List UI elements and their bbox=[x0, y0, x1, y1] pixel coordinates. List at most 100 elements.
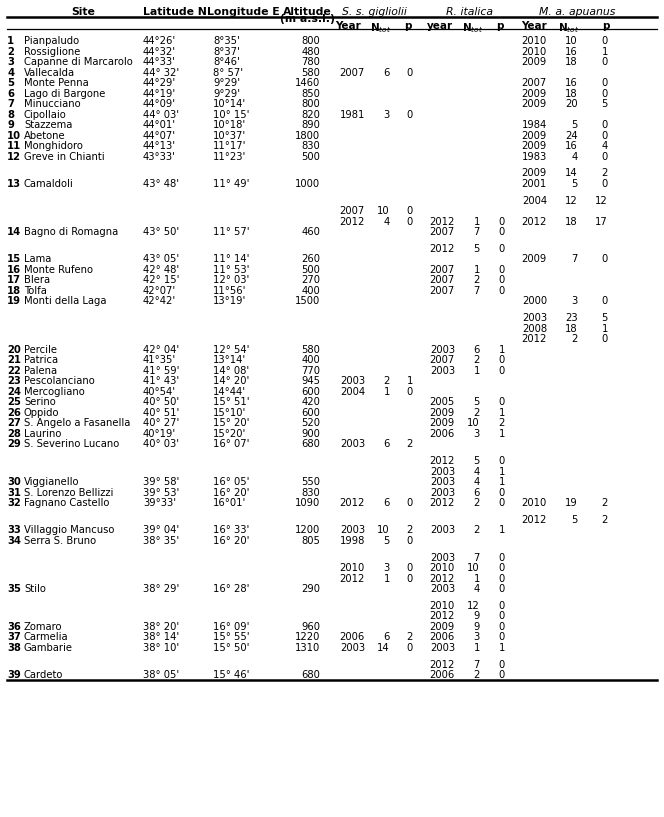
Text: 10: 10 bbox=[565, 36, 578, 46]
Text: 2003: 2003 bbox=[430, 525, 455, 535]
Text: 16° 33': 16° 33' bbox=[213, 525, 250, 535]
Text: 0: 0 bbox=[407, 574, 413, 583]
Text: M. a. apuanus: M. a. apuanus bbox=[539, 7, 615, 17]
Text: 600: 600 bbox=[301, 408, 320, 417]
Text: 15° 55': 15° 55' bbox=[213, 632, 250, 642]
Text: p: p bbox=[602, 21, 610, 31]
Text: 16: 16 bbox=[7, 265, 21, 275]
Text: 7: 7 bbox=[473, 227, 480, 237]
Text: 27: 27 bbox=[7, 418, 21, 428]
Text: 2: 2 bbox=[473, 275, 480, 285]
Text: 2012: 2012 bbox=[430, 217, 455, 226]
Text: 2004: 2004 bbox=[522, 195, 547, 206]
Text: 2012: 2012 bbox=[430, 456, 455, 466]
Text: 580: 580 bbox=[301, 68, 320, 78]
Text: 10: 10 bbox=[377, 525, 390, 535]
Text: 2: 2 bbox=[406, 525, 413, 535]
Text: 820: 820 bbox=[301, 109, 320, 119]
Text: 2003: 2003 bbox=[430, 584, 455, 594]
Text: 0: 0 bbox=[602, 131, 608, 141]
Text: 16° 28': 16° 28' bbox=[213, 584, 250, 594]
Text: 3: 3 bbox=[473, 429, 480, 439]
Text: 44°32': 44°32' bbox=[143, 47, 176, 56]
Text: 4: 4 bbox=[384, 217, 390, 226]
Text: 1: 1 bbox=[473, 366, 480, 376]
Text: 1998: 1998 bbox=[339, 536, 365, 546]
Text: 43°33': 43°33' bbox=[143, 151, 176, 162]
Text: 3: 3 bbox=[7, 57, 14, 67]
Text: N$_{tot}$: N$_{tot}$ bbox=[371, 21, 392, 35]
Text: 39° 53': 39° 53' bbox=[143, 488, 179, 498]
Text: 3: 3 bbox=[384, 563, 390, 573]
Text: 580: 580 bbox=[301, 345, 320, 355]
Text: Minucciano: Minucciano bbox=[24, 99, 80, 109]
Text: 1: 1 bbox=[473, 217, 480, 226]
Text: 39: 39 bbox=[7, 670, 21, 681]
Text: 1: 1 bbox=[384, 574, 390, 583]
Text: Serino: Serino bbox=[24, 397, 56, 407]
Text: 6: 6 bbox=[384, 498, 390, 508]
Text: 14°44': 14°44' bbox=[213, 386, 246, 397]
Text: Altitude: Altitude bbox=[283, 7, 331, 17]
Text: 0: 0 bbox=[602, 334, 608, 344]
Text: 1200: 1200 bbox=[295, 525, 320, 535]
Text: 0: 0 bbox=[499, 622, 505, 632]
Text: 7: 7 bbox=[473, 659, 480, 670]
Text: 2012: 2012 bbox=[522, 515, 547, 525]
Text: 0: 0 bbox=[499, 355, 505, 365]
Text: 11° 49': 11° 49' bbox=[213, 179, 250, 189]
Text: 1: 1 bbox=[499, 467, 505, 476]
Text: 1: 1 bbox=[499, 408, 505, 417]
Text: 10°37': 10°37' bbox=[213, 131, 246, 141]
Text: 0: 0 bbox=[602, 151, 608, 162]
Text: 4: 4 bbox=[572, 151, 578, 162]
Text: 38° 29': 38° 29' bbox=[143, 584, 179, 594]
Text: 17: 17 bbox=[7, 275, 21, 285]
Text: 0: 0 bbox=[602, 254, 608, 265]
Text: 2012: 2012 bbox=[430, 611, 455, 622]
Text: 15° 46': 15° 46' bbox=[213, 670, 250, 681]
Text: 9: 9 bbox=[473, 611, 480, 622]
Text: 0: 0 bbox=[602, 179, 608, 189]
Text: year: year bbox=[427, 21, 453, 31]
Text: N$_{tot}$: N$_{tot}$ bbox=[462, 21, 483, 35]
Text: 16°01': 16°01' bbox=[213, 498, 246, 508]
Text: Laurino: Laurino bbox=[24, 429, 61, 439]
Text: 2003: 2003 bbox=[522, 313, 547, 324]
Text: 0: 0 bbox=[602, 297, 608, 306]
Text: 21: 21 bbox=[7, 355, 21, 365]
Text: Oppido: Oppido bbox=[24, 408, 60, 417]
Text: 0: 0 bbox=[602, 78, 608, 88]
Text: 1: 1 bbox=[602, 47, 608, 56]
Text: 3: 3 bbox=[384, 109, 390, 119]
Text: 0: 0 bbox=[499, 217, 505, 226]
Text: 15° 50': 15° 50' bbox=[213, 643, 250, 653]
Text: 460: 460 bbox=[301, 227, 320, 237]
Text: 38° 05': 38° 05' bbox=[143, 670, 179, 681]
Text: 1: 1 bbox=[499, 477, 505, 487]
Text: 44° 32': 44° 32' bbox=[143, 68, 179, 78]
Text: 0: 0 bbox=[407, 206, 413, 217]
Text: 2003: 2003 bbox=[430, 488, 455, 498]
Text: 44°33': 44°33' bbox=[143, 57, 176, 67]
Text: 1984: 1984 bbox=[522, 120, 547, 130]
Text: 0: 0 bbox=[407, 68, 413, 78]
Text: 5: 5 bbox=[602, 313, 608, 324]
Text: 2010: 2010 bbox=[522, 47, 547, 56]
Text: 550: 550 bbox=[301, 477, 320, 487]
Text: 9°29': 9°29' bbox=[213, 78, 240, 88]
Text: 44°19': 44°19' bbox=[143, 88, 176, 99]
Text: 800: 800 bbox=[301, 99, 320, 109]
Text: 41°35': 41°35' bbox=[143, 355, 176, 365]
Text: Site: Site bbox=[71, 7, 95, 17]
Text: 960: 960 bbox=[301, 622, 320, 632]
Text: 2010: 2010 bbox=[340, 563, 365, 573]
Text: Longitude E: Longitude E bbox=[207, 7, 280, 17]
Text: Latitude N: Latitude N bbox=[143, 7, 207, 17]
Text: 2: 2 bbox=[406, 440, 413, 449]
Text: 40° 27': 40° 27' bbox=[143, 418, 179, 428]
Text: 0: 0 bbox=[602, 120, 608, 130]
Text: 10: 10 bbox=[377, 206, 390, 217]
Text: 0: 0 bbox=[602, 57, 608, 67]
Text: Viggianello: Viggianello bbox=[24, 477, 80, 487]
